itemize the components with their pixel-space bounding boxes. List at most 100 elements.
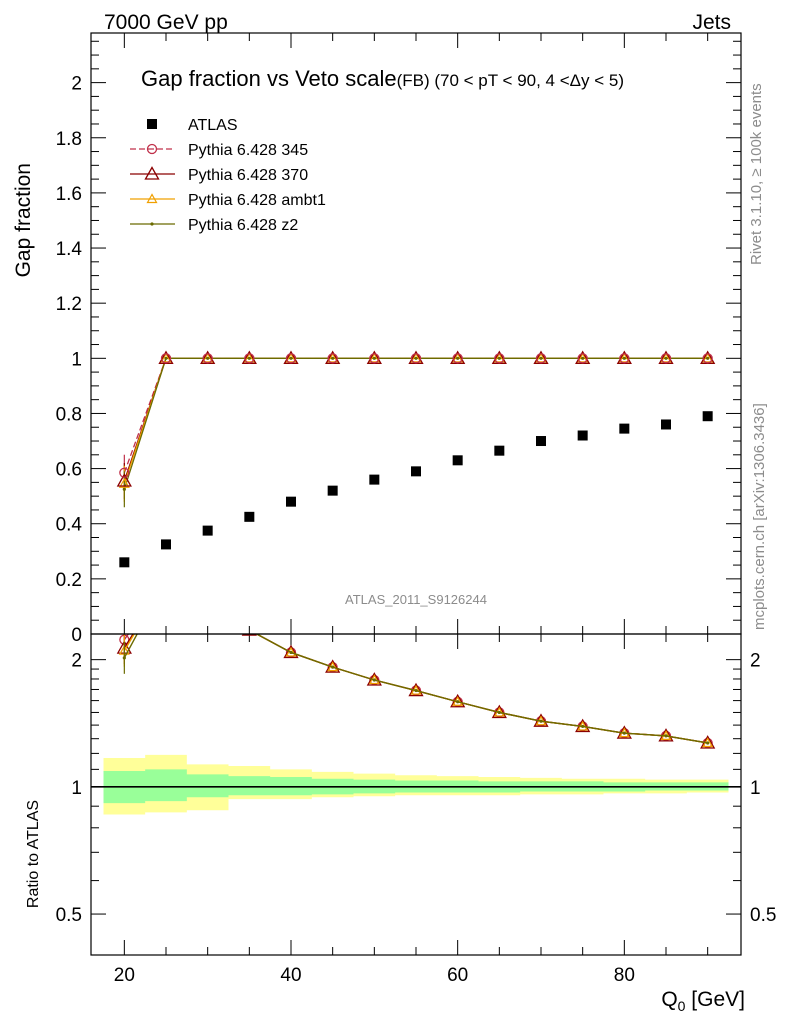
ratio-point	[331, 665, 335, 669]
legend-label: ATLAS	[188, 117, 238, 134]
legend-label: Pythia 6.428 ambt1	[188, 192, 326, 209]
ratio-point	[122, 656, 126, 660]
data-point	[289, 356, 293, 360]
data-point	[372, 356, 376, 360]
y-tick-label: 1.2	[56, 294, 82, 315]
ratio-point	[162, 576, 171, 585]
ratio-frame	[90, 633, 742, 956]
ratio-point	[206, 605, 209, 608]
legend-marker	[146, 143, 158, 155]
data-point	[118, 478, 130, 488]
y-tick-label: 1.8	[56, 129, 82, 150]
series-line	[123, 357, 708, 473]
data-point	[122, 487, 126, 491]
ratio-point	[622, 731, 626, 735]
y-tick-label: 1	[71, 349, 82, 370]
data-point	[327, 352, 339, 363]
ratio-bands	[91, 754, 741, 815]
data-point	[369, 474, 380, 485]
data-point	[618, 352, 630, 363]
data-point	[119, 467, 130, 478]
chart-title-main: Gap fraction vs Veto scale	[141, 66, 397, 91]
data-point	[497, 356, 501, 360]
data-point	[577, 353, 588, 364]
data-point	[456, 356, 460, 360]
ratio-point	[201, 600, 214, 612]
main-y-label: Gap fraction	[12, 163, 35, 277]
data-point	[369, 353, 380, 364]
data-point	[536, 436, 546, 447]
ratio-y-tick-label: 1	[71, 778, 82, 799]
x-axis-label-q: Q	[661, 988, 677, 1011]
y-tick-label: 0.8	[56, 404, 82, 425]
ratio-point	[283, 644, 299, 659]
data-point	[116, 473, 132, 487]
data-point	[327, 485, 338, 496]
legend-marker	[150, 222, 154, 226]
data-point	[244, 353, 255, 364]
data-point	[202, 525, 213, 536]
data-point	[622, 356, 626, 360]
data-point	[206, 356, 210, 360]
main-series	[116, 350, 716, 568]
data-point	[661, 419, 671, 430]
data-point	[535, 353, 547, 364]
data-point	[202, 353, 213, 364]
y-tick-label: 1.4	[56, 239, 83, 260]
legend-label: Pythia 6.428 370	[188, 167, 308, 184]
y-tick-label: 1.6	[56, 184, 82, 205]
ratio-point	[414, 688, 418, 693]
x-axis-label: Q0 [GeV]	[661, 988, 745, 1014]
data-point	[331, 356, 335, 360]
rivet-label: Rivet 3.1.10, ≥ 100k events	[748, 83, 765, 265]
ratio-y-tick-label-right: 2	[750, 651, 761, 672]
mcplots-label: mcplots.cern.ch [arXiv:1306.3436]	[751, 403, 768, 630]
y-tick-label: 0	[71, 625, 82, 646]
frames	[90, 32, 742, 956]
data-point	[119, 557, 130, 568]
data-point	[660, 353, 672, 364]
ratio-point	[706, 741, 710, 745]
ratio-point	[160, 574, 173, 586]
ratio-y-tick-label: 2	[71, 651, 82, 672]
series-line	[123, 357, 708, 484]
data-point	[452, 353, 463, 364]
x-tick-label: 80	[614, 965, 635, 986]
legend-marker	[147, 119, 157, 129]
ratio-y-tick-label-right: 0.5	[750, 905, 776, 926]
data-point	[664, 356, 668, 360]
header-left: 7000 GeV pp	[104, 11, 228, 34]
data-point	[411, 466, 421, 477]
data-point	[619, 423, 630, 434]
data-point	[493, 352, 505, 363]
y-tick-label: 2	[71, 74, 82, 95]
ratio-point	[456, 700, 460, 704]
x-axis-label-sub: 0	[678, 998, 686, 1014]
chart-title: Gap fraction vs Veto scale(FB) (70 < pT …	[141, 66, 624, 91]
data-point	[368, 352, 380, 363]
data-point	[285, 353, 297, 364]
data-point	[202, 352, 214, 363]
x-axis-label-unit: [GeV]	[685, 988, 745, 1011]
data-point	[160, 352, 172, 363]
main-ticks: 0 0.2 0.4 0.6 0.8 1 1.2 1.4 1.6 1.8 2	[56, 33, 741, 646]
ratio-point	[164, 579, 167, 582]
y-tick-label: 0.2	[56, 570, 82, 591]
data-point	[410, 353, 422, 364]
header-right: Jets	[692, 11, 731, 34]
data-point	[327, 353, 338, 364]
y-tick-label: 0.4	[56, 515, 83, 536]
ratio-point	[539, 719, 543, 723]
data-point	[619, 353, 630, 364]
ratio-point	[497, 710, 501, 715]
data-point	[577, 352, 589, 363]
data-point	[539, 356, 543, 360]
data-point	[414, 356, 418, 360]
data-point	[452, 352, 464, 363]
data-point	[160, 353, 172, 364]
data-point	[535, 352, 547, 363]
data-point	[244, 511, 255, 522]
data-point	[410, 352, 422, 363]
legend-label: Pythia 6.428 345	[188, 142, 308, 159]
x-tick-label: 40	[280, 965, 301, 986]
